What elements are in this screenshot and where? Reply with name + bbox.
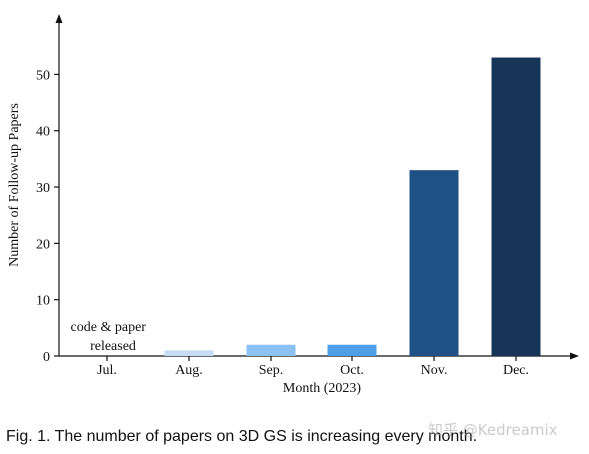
y-tick-label: 20 [36,237,50,252]
bar-nov [409,170,459,356]
x-tick-label: Aug. [175,363,203,378]
x-tick-label: Jul. [97,363,117,378]
x-axis-title: Month (2023) [283,381,362,396]
bar-sep [246,344,296,356]
annotation-line-1: code & paper [71,320,147,335]
x-axis-arrow [570,352,579,360]
annotation-line-2: released [90,339,136,354]
x-ticks: Jul. Aug. Sep. Oct. Nov. Dec. [97,356,529,378]
y-tick-label: 0 [43,350,50,365]
x-tick-label: Oct. [340,363,364,378]
y-tick-label: 40 [36,125,50,140]
bar-oct [327,344,377,356]
annotation-code-paper-released: code & paper released [71,320,150,354]
y-axis-title: Number of Follow-up Papers [7,103,22,267]
y-tick-label: 50 [36,68,50,83]
figure-caption: Fig. 1. The number of papers on 3D GS is… [6,428,478,445]
y-axis-arrow [55,14,63,23]
bar-aug [164,350,214,356]
y-tick-label: 10 [36,294,50,309]
bars [164,57,541,357]
x-tick-label: Dec. [503,363,529,378]
x-tick-label: Nov. [421,363,448,378]
x-axis: Jul. Aug. Sep. Oct. Nov. Dec. Month (2023) [59,352,579,396]
watermark: 知乎 @Kedreamix [428,421,558,439]
x-tick-label: Sep. [259,363,284,378]
bar-dec [491,57,541,357]
bar-chart: 0 10 20 30 40 50 Number of Follow-up Papers J… [7,14,579,396]
y-tick-label: 30 [36,181,50,196]
y-ticks: 0 10 20 30 40 50 [36,68,59,365]
y-axis: 0 10 20 30 40 50 Number of Follow-up Papers [7,14,63,365]
